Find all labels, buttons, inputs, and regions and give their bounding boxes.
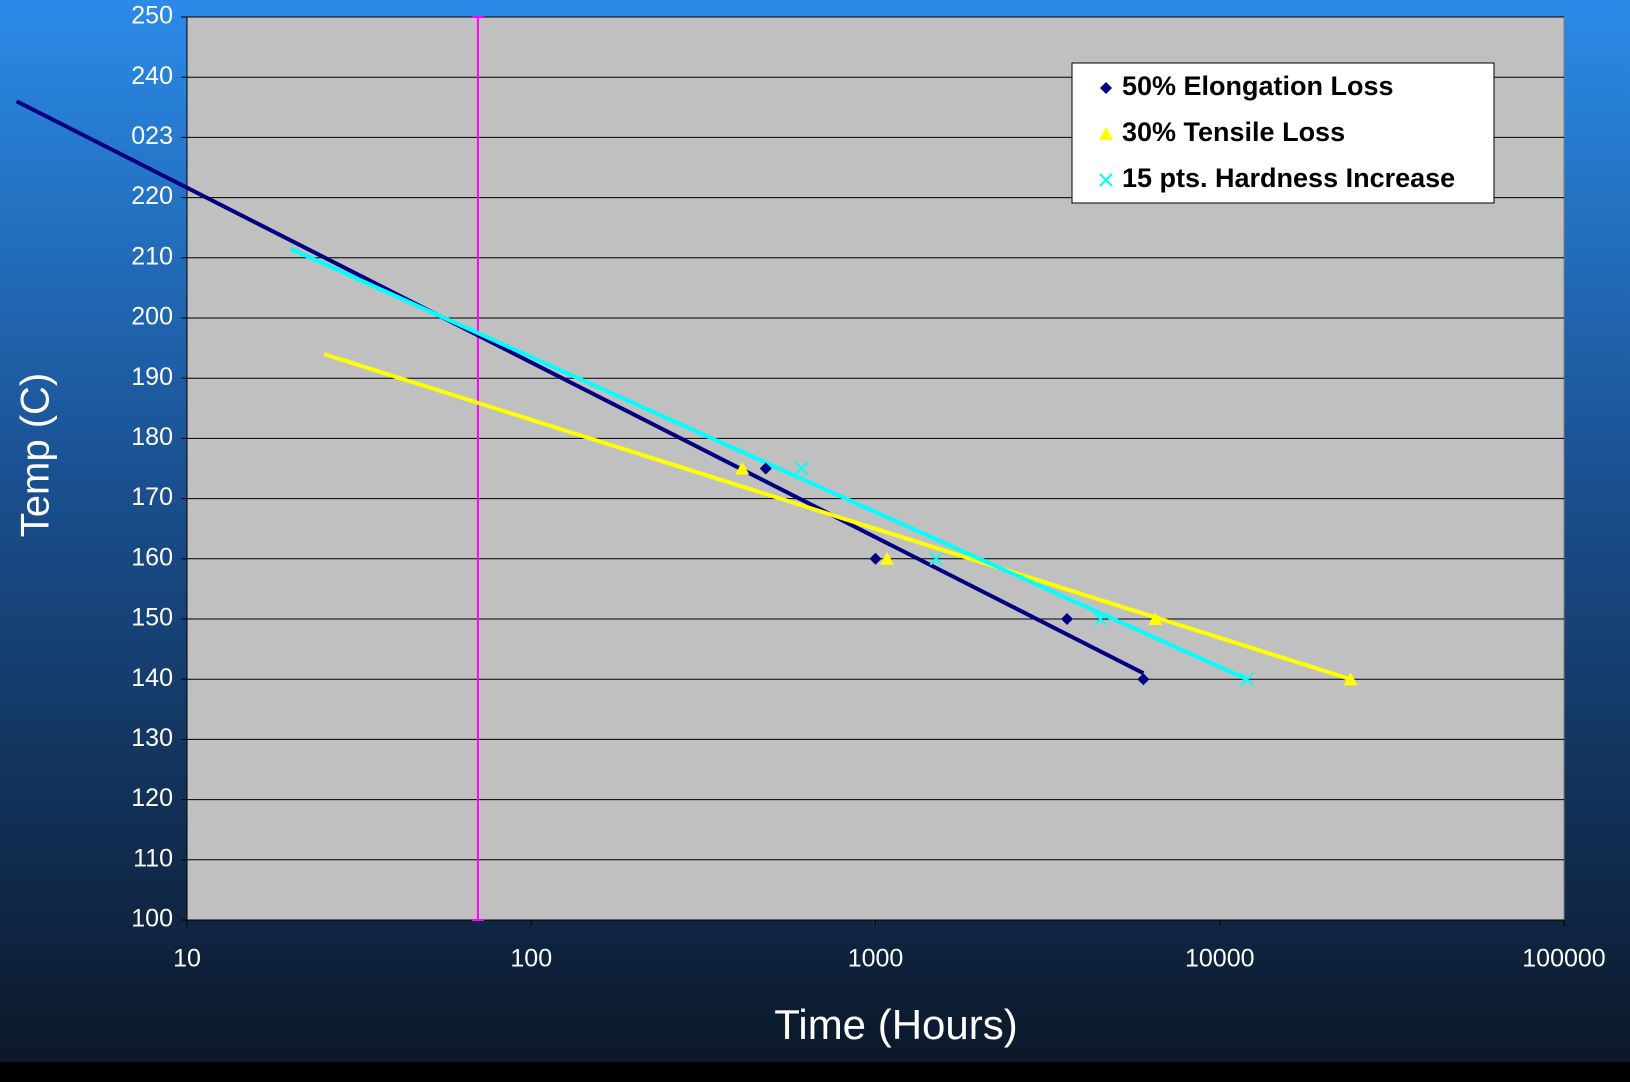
x-tick-label: 1000 bbox=[848, 945, 904, 973]
y-tick-label: 120 bbox=[131, 784, 173, 812]
legend-swatch bbox=[1099, 173, 1113, 187]
y-tick-label: 210 bbox=[131, 242, 173, 270]
y-tick-label: 140 bbox=[131, 664, 173, 692]
x-tick-label: 10 bbox=[173, 945, 201, 973]
trend-line bbox=[289, 246, 1248, 682]
point bbox=[1148, 612, 1163, 625]
legend-label: 50% Elongation Loss bbox=[1122, 71, 1394, 101]
point bbox=[759, 462, 772, 475]
legend-swatch bbox=[1099, 127, 1113, 140]
y-tick-label: 100 bbox=[131, 905, 173, 933]
point bbox=[880, 551, 895, 565]
y-tick-label: 220 bbox=[131, 182, 173, 210]
point bbox=[1343, 672, 1358, 686]
point bbox=[929, 552, 943, 566]
legend-box bbox=[1071, 62, 1495, 204]
x-tick-label: 100000 bbox=[1522, 945, 1605, 973]
point bbox=[1137, 673, 1150, 686]
x-tick-label: 10000 bbox=[1185, 945, 1255, 973]
point bbox=[735, 461, 750, 475]
legend: 50% Elongation Loss 30% Tensile Loss 15 pt… bbox=[1071, 62, 1495, 204]
point bbox=[794, 461, 809, 476]
legend-swatch bbox=[1100, 82, 1112, 94]
point bbox=[869, 552, 882, 565]
y-tick-label: 150 bbox=[131, 604, 173, 632]
y-tick-label: 110 bbox=[133, 844, 173, 872]
y-tick-label: 190 bbox=[131, 363, 173, 391]
y-tick-label: 200 bbox=[131, 303, 173, 331]
trend-line bbox=[15, 99, 1145, 675]
point bbox=[1240, 672, 1254, 686]
y-tick-label: 250 bbox=[131, 2, 173, 30]
y-tick-label: 180 bbox=[131, 423, 173, 451]
y-tick-label: 160 bbox=[131, 543, 173, 571]
bottom-band bbox=[0, 1062, 1630, 1082]
x-axis-title: Time (Hours) bbox=[774, 1001, 1017, 1048]
y-tick-label: 130 bbox=[131, 724, 173, 752]
y-tick-label: 240 bbox=[131, 62, 173, 90]
legend-label: 15 pts. Hardness Increase bbox=[1122, 163, 1455, 193]
point bbox=[1093, 612, 1108, 626]
x-tick-label: 100 bbox=[510, 945, 552, 973]
trend-line bbox=[323, 352, 1352, 682]
y-tick-label: 170 bbox=[131, 483, 173, 511]
y-axis-title: Temp (C) bbox=[14, 373, 58, 537]
point bbox=[1061, 613, 1074, 625]
y-tick-label: 023 bbox=[131, 122, 173, 150]
legend-label: 30% Tensile Loss bbox=[1122, 117, 1345, 147]
